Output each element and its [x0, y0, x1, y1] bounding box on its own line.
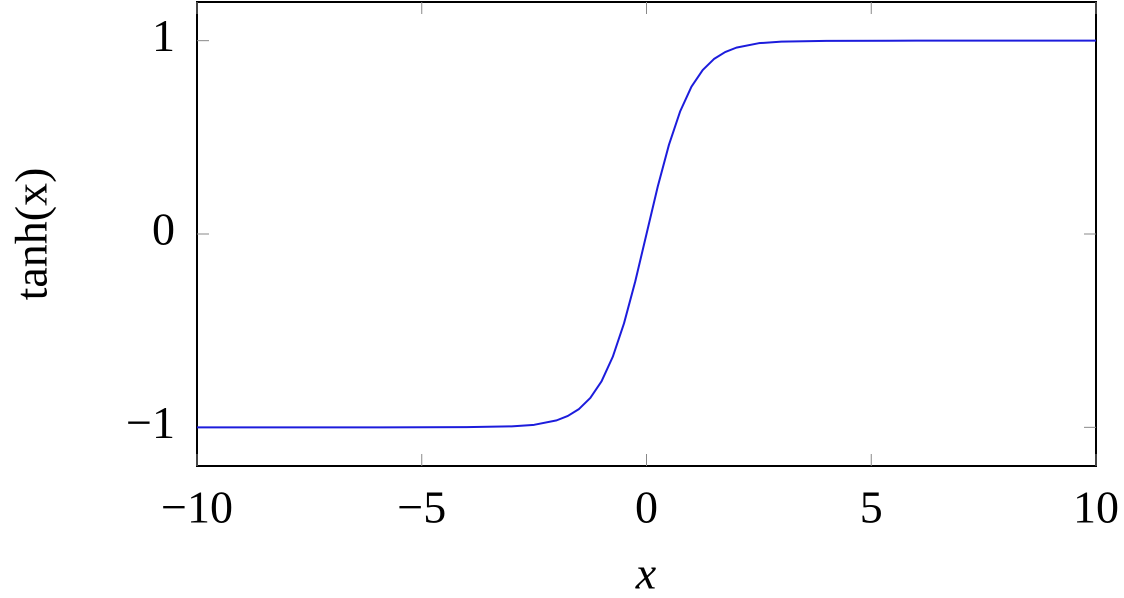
data-line: [197, 39, 1096, 429]
y-tick-label: 1: [152, 10, 175, 61]
y-tick-label: 0: [152, 204, 175, 255]
y-axis-label: tanh(x): [6, 168, 57, 301]
x-tick-label: −10: [161, 482, 233, 533]
x-tick-label: 10: [1073, 482, 1119, 533]
x-axis-label: x: [635, 548, 657, 598]
y-tick-label: −1: [126, 397, 175, 448]
x-tick-label: 5: [860, 482, 883, 533]
x-tick-label: −5: [397, 482, 446, 533]
x-tick-label: 0: [635, 482, 658, 533]
